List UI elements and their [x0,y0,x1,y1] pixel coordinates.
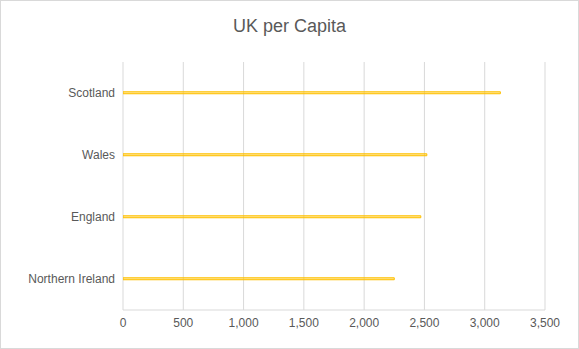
svg-text:Wales: Wales [82,148,115,162]
svg-text:Scotland: Scotland [68,86,115,100]
html-text:UK per Capita: UK per Capita [233,16,346,36]
svg-text:3,000: 3,000 [470,316,500,330]
svg-text:England: England [71,210,115,224]
svg-text:2,500: 2,500 [409,316,439,330]
svg-text:3,500: 3,500 [530,316,560,330]
svg-text:2,000: 2,000 [349,316,379,330]
svg-text:500: 500 [173,316,193,330]
svg-text:0: 0 [120,316,127,330]
svg-text:1,500: 1,500 [289,316,319,330]
svg-text:1,000: 1,000 [229,316,259,330]
svg-text:Northern Ireland: Northern Ireland [28,272,115,286]
